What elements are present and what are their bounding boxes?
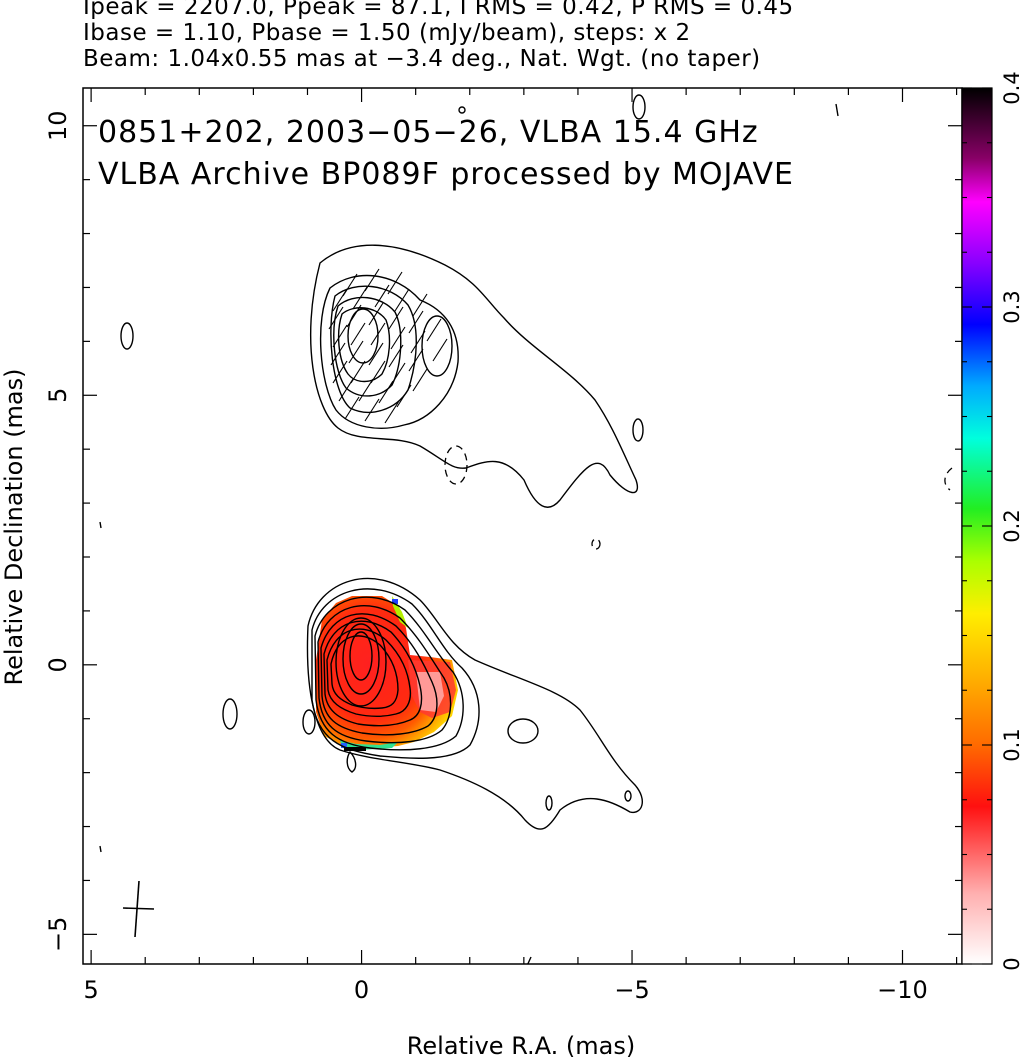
polarization-vectors: [328, 268, 448, 424]
y-tick-label: 5: [44, 388, 72, 403]
evpa-tick: [378, 380, 394, 404]
header-line-1: Ipeak = 2207.0, Ppeak = 87.1, I RMS = 0.…: [83, 0, 794, 20]
x-tick-label: −5: [614, 976, 649, 1004]
evpa-tick: [388, 306, 404, 330]
evpa-tick: [332, 360, 348, 384]
header-line-3: Beam: 1.04x0.55 mas at −3.4 deg., Nat. W…: [83, 46, 761, 72]
evpa-tick: [394, 288, 410, 312]
evpa-tick: [432, 338, 448, 362]
evpa-tick: [412, 368, 428, 392]
evpa-tick: [352, 286, 368, 310]
colorbar-tick-label: 0.2: [1000, 509, 1021, 542]
x-tick-label: 0: [354, 976, 369, 1004]
chart-subtitle: VLBA Archive BP089F processed by MOJAVE: [98, 157, 794, 192]
evpa-tick: [338, 378, 354, 402]
evpa-tick: [344, 396, 360, 420]
x-tick-label: −10: [877, 976, 928, 1004]
negative-contours: [444, 445, 953, 550]
colorbar-tick-label: 0: [1000, 957, 1021, 970]
y-axis-label: Relative Declination (mas): [0, 368, 28, 685]
y-tick-label: −5: [44, 917, 72, 952]
evpa-tick: [384, 400, 400, 424]
colorbar-tick-label: 0.4: [1000, 71, 1021, 104]
evpa-tick: [368, 302, 384, 326]
evpa-tick: [412, 293, 428, 317]
evpa-tick: [390, 326, 406, 350]
evpa-tick: [374, 284, 390, 308]
chart-title: 0851+202, 2003−05−26, VLBA 15.4 GHz: [98, 115, 759, 150]
evpa-tick: [388, 344, 404, 368]
colorbar-tick-label: 0.1: [1000, 728, 1021, 761]
evpa-tick: [364, 398, 380, 422]
colorbar-tick-label: 0.3: [1000, 290, 1021, 323]
evpa-tick: [332, 288, 348, 312]
evpa-tick: [358, 378, 374, 402]
evpa-tick: [370, 322, 386, 346]
evpa-tick: [348, 340, 364, 364]
evpa-tick: [426, 318, 442, 342]
evpa-tick: [330, 342, 346, 366]
evpa-tick: [387, 271, 403, 295]
axis-ticks: [83, 88, 962, 964]
evpa-tick: [396, 384, 412, 408]
y-tick-label: 10: [44, 110, 72, 141]
evpa-tick: [368, 342, 384, 366]
y-tick-label: 0: [44, 657, 72, 672]
x-axis-label: Relative R.A. (mas): [407, 1032, 635, 1060]
evpa-tick: [410, 330, 426, 354]
x-tick-label: 5: [83, 976, 98, 1004]
polarization-map: [316, 596, 458, 751]
evpa-tick: [408, 310, 424, 334]
beam-marker: [122, 880, 155, 938]
intensity-contours: [99, 94, 839, 964]
evpa-tick: [332, 324, 348, 348]
evpa-tick: [346, 304, 362, 328]
evpa-tick: [350, 322, 366, 346]
plot-frame: [82, 87, 963, 965]
evpa-tick: [408, 348, 424, 372]
header-line-2: Ibase = 1.10, Pbase = 1.50 (mJy/beam), s…: [83, 20, 691, 46]
evpa-tick: [328, 306, 344, 330]
